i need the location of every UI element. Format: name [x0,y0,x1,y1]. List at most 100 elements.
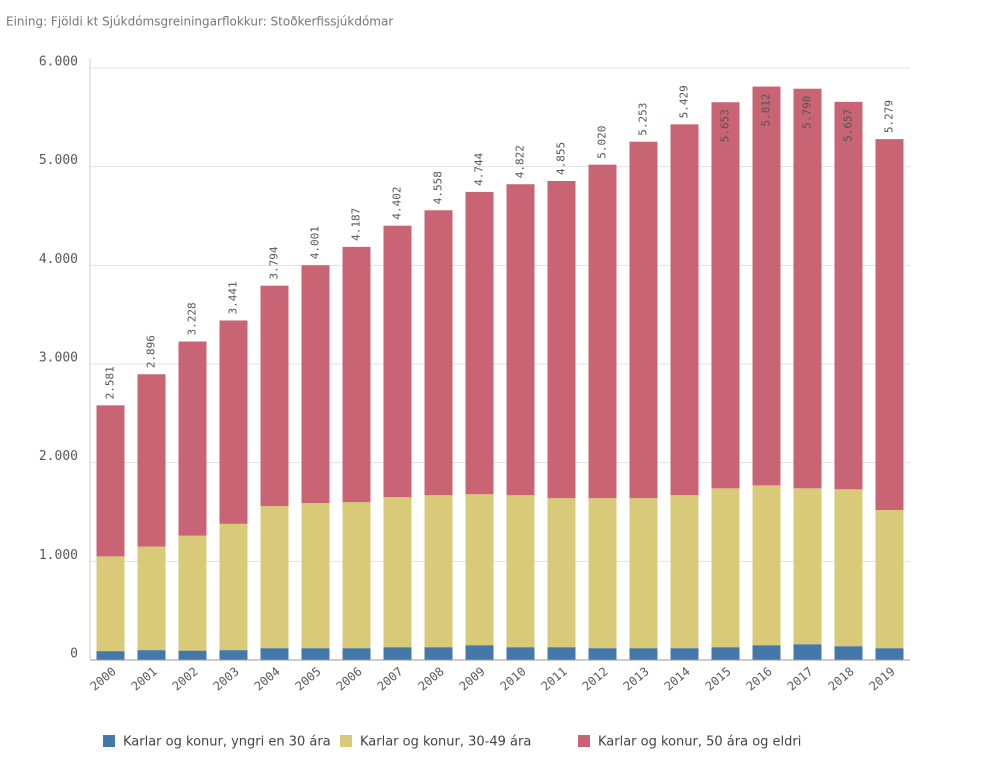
bar-segment [96,556,125,652]
bar-segment [465,494,494,646]
bar-segment [260,285,289,507]
legend-label: Karlar og konur, 50 ára og eldri [598,735,801,750]
total-label: 4.558 [432,171,445,204]
bar-segment [834,489,863,647]
bar-segment [834,646,863,660]
total-label: 4.402 [391,187,404,220]
total-label: 4.822 [514,145,527,178]
y-tick-label: 6.000 [39,55,78,70]
bar-segment [711,647,740,660]
bar-segment [834,101,863,490]
bar-segment [547,180,576,499]
total-label: 2.896 [145,335,158,368]
bar-segment [752,86,781,486]
legend-label: Karlar og konur, yngri en 30 ára [123,735,331,750]
x-tick-label: 2006 [334,664,365,693]
legend-swatch [103,735,115,747]
bar-segment [506,647,535,660]
total-label: 3.228 [186,302,199,335]
bar-segment [342,246,371,503]
bar-segment [670,124,699,496]
bar-segment [506,184,535,496]
bar-segment [137,546,166,651]
bar-segment [383,497,412,648]
total-label: 5.812 [760,93,773,126]
bar-segment [178,535,207,651]
total-label: 4.744 [473,152,486,185]
x-tick-label: 2013 [621,664,652,693]
bar-segment [465,191,494,495]
y-tick-label: 0 [70,647,78,662]
bar-segment [96,405,125,557]
bar-segment [547,498,576,648]
bar-segment [670,648,699,660]
y-tick-label: 5.000 [39,153,78,168]
bar-segment [424,495,453,648]
y-tick-label: 4.000 [39,252,78,267]
bar-segment [752,645,781,660]
bar-segment [670,495,699,649]
total-label: 2.581 [104,366,117,399]
x-tick-label: 2011 [539,664,570,693]
bar-segment [752,485,781,646]
x-tick-label: 2008 [416,664,447,693]
bar-segment [793,488,822,645]
bar-segment [137,650,166,660]
y-tick-label: 1.000 [39,548,78,563]
bar-segment [793,644,822,660]
bar-segment [629,648,658,660]
bar-segment [178,650,207,660]
bar-segment [301,265,330,504]
x-tick-label: 2001 [129,664,160,693]
bar-segment [506,495,535,648]
bar-segment [629,498,658,649]
bar-segment [96,651,125,660]
bar-segment [793,88,822,489]
bar-segment [342,502,371,649]
bar-segment [875,510,904,649]
x-tick-label: 2005 [293,664,324,693]
chart-subtitle: Eining: Fjöldi kt Sjúkdómsgreiningarflok… [6,15,393,29]
bar-segment [383,225,412,498]
x-tick-label: 2009 [457,664,488,693]
total-label: 5.279 [883,100,896,133]
bar-segment [711,488,740,648]
bar-segment [301,503,330,649]
x-tick-label: 2012 [580,664,611,693]
bar-segment [424,210,453,496]
x-tick-label: 2018 [826,664,857,693]
x-tick-label: 2017 [785,664,816,693]
total-label: 5.653 [719,109,732,142]
bar-segment [383,647,412,660]
bar-segment [137,374,166,547]
bar-segment [547,647,576,660]
bar-segment [711,102,740,489]
total-label: 5.790 [801,96,814,129]
x-tick-label: 2000 [88,664,119,693]
bar-segment [260,648,289,660]
bar-segment [219,320,248,524]
bar-segment [178,341,207,536]
bar-segment [260,506,289,649]
total-label: 4.001 [309,226,322,259]
x-tick-label: 2002 [170,664,201,693]
bar-segment [875,648,904,660]
x-tick-label: 2010 [498,664,529,693]
x-tick-label: 2003 [211,664,242,693]
bar-segment [629,141,658,499]
legend-swatch [578,735,590,747]
bar-segment [342,648,371,660]
bar-segment [424,647,453,660]
x-tick-label: 2014 [662,664,693,693]
bar-segment [588,648,617,660]
y-tick-label: 2.000 [39,449,78,464]
total-label: 4.855 [555,142,568,175]
x-tick-label: 2016 [744,664,775,693]
x-tick-label: 2004 [252,664,283,693]
total-label: 5.429 [678,85,691,118]
x-tick-label: 2019 [867,664,898,693]
bar-segment [219,650,248,660]
total-label: 4.187 [350,208,363,241]
total-label: 3.441 [227,281,240,314]
